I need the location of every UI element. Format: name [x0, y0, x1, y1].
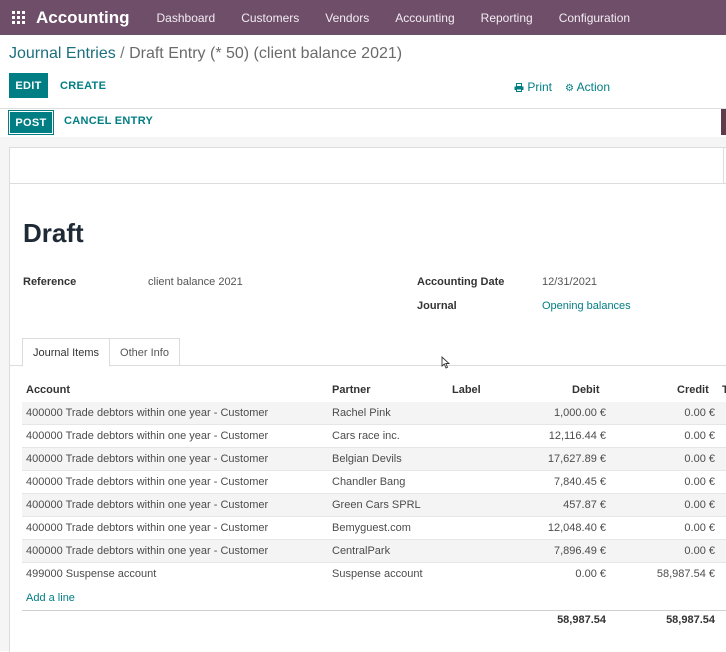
- cell-partner: Chandler Bang: [332, 476, 406, 488]
- cell-account: 499000 Suspense account: [26, 568, 157, 580]
- table-row[interactable]: 400000 Trade debtors within one year - C…: [22, 517, 726, 540]
- column-header-truncated: T: [722, 384, 726, 396]
- status-indicator-edge: [721, 109, 726, 135]
- entry-state-title: Draft: [23, 218, 84, 248]
- cell-debit: 12,116.44 €: [548, 430, 606, 442]
- edit-button[interactable]: EDIT: [9, 73, 48, 98]
- cell-credit: 0.00 €: [684, 430, 715, 442]
- totals-divider: [22, 610, 726, 611]
- table-row[interactable]: 400000 Trade debtors within one year - C…: [22, 494, 726, 517]
- cell-debit: 17,627.89 €: [547, 453, 606, 465]
- nav-vendors[interactable]: Vendors: [325, 10, 370, 25]
- table-row[interactable]: 400000 Trade debtors within one year - C…: [22, 448, 726, 471]
- reference-value: client balance 2021: [148, 276, 243, 288]
- tab-journal-items[interactable]: Journal Items: [22, 338, 110, 367]
- cell-debit: 12,048.40 €: [547, 522, 606, 534]
- cell-partner: Suspense account: [332, 568, 423, 580]
- sheet-header-edge: [723, 147, 724, 183]
- nav-reporting[interactable]: Reporting: [480, 10, 533, 25]
- table-row[interactable]: 400000 Trade debtors within one year - C…: [22, 425, 726, 448]
- breadcrumb-current: Draft Entry (* 50) (client balance 2021): [129, 45, 403, 62]
- cell-account: 400000 Trade debtors within one year - C…: [26, 430, 269, 442]
- cell-partner: CentralPark: [332, 545, 391, 557]
- cell-partner: Bemyguest.com: [332, 522, 411, 534]
- cell-credit: 0.00 €: [684, 453, 715, 465]
- app-brand[interactable]: Accounting: [36, 7, 130, 27]
- cell-credit: 0.00 €: [684, 499, 715, 511]
- cell-debit: 0.00 €: [575, 568, 606, 580]
- cell-credit: 0.00 €: [684, 522, 715, 534]
- column-header-credit[interactable]: Credit: [677, 384, 709, 396]
- column-header-label[interactable]: Label: [452, 384, 481, 396]
- cell-credit: 58,987.54 €: [656, 568, 715, 580]
- cell-debit: 1,000.00 €: [554, 407, 606, 419]
- journal-label: Journal: [417, 300, 457, 312]
- tabs-divider: [9, 365, 726, 366]
- total-debit: 58,987.54: [557, 614, 606, 626]
- column-header-account[interactable]: Account: [26, 384, 70, 396]
- tab-other-info[interactable]: Other Info: [109, 338, 180, 366]
- table-row[interactable]: 400000 Trade debtors within one year - C…: [22, 471, 726, 494]
- accounting-date-label: Accounting Date: [417, 276, 505, 288]
- cell-debit: 7,896.49 €: [554, 545, 606, 557]
- table-row[interactable]: 400000 Trade debtors within one year - C…: [22, 540, 726, 563]
- cell-account: 400000 Trade debtors within one year - C…: [26, 499, 269, 511]
- reference-label: Reference: [23, 276, 77, 288]
- cell-account: 400000 Trade debtors within one year - C…: [26, 522, 269, 534]
- table-row[interactable]: 499000 Suspense account Suspense account…: [22, 563, 726, 586]
- cell-partner: Rachel Pink: [332, 407, 391, 419]
- cancel-entry-button[interactable]: CANCEL ENTRY: [64, 115, 154, 127]
- cell-partner: Belgian Devils: [332, 453, 402, 465]
- breadcrumb-separator: /: [120, 45, 125, 62]
- breadcrumb-parent[interactable]: Journal Entries: [9, 45, 116, 62]
- journal-link[interactable]: Opening balances: [542, 300, 631, 312]
- cell-credit: 0.00 €: [684, 407, 715, 419]
- cell-account: 400000 Trade debtors within one year - C…: [26, 476, 269, 488]
- cell-credit: 0.00 €: [684, 545, 715, 557]
- print-label: Print: [527, 80, 553, 94]
- add-line-link[interactable]: Add a line: [26, 592, 75, 604]
- breadcrumb: Journal Entries / Draft Entry (* 50) (cl…: [9, 45, 402, 63]
- create-button[interactable]: CREATE: [60, 80, 107, 92]
- cell-partner: Green Cars SPRL: [332, 499, 421, 511]
- cell-account: 400000 Trade debtors within one year - C…: [26, 407, 269, 419]
- nav-configuration[interactable]: Configuration: [558, 10, 631, 25]
- post-button[interactable]: POST: [9, 111, 53, 134]
- column-header-debit[interactable]: Debit: [572, 384, 600, 396]
- total-credit: 58,987.54: [666, 614, 715, 626]
- cell-account: 400000 Trade debtors within one year - C…: [26, 545, 269, 557]
- print-icon: [514, 83, 524, 92]
- gear-icon: ⚙: [565, 83, 574, 94]
- cell-partner: Cars race inc.: [332, 430, 400, 442]
- accounting-date-value: 12/31/2021: [542, 276, 598, 288]
- sheet-header-divider: [9, 183, 726, 184]
- column-header-partner[interactable]: Partner: [332, 384, 371, 396]
- action-label: Action: [576, 80, 610, 94]
- cell-account: 400000 Trade debtors within one year - C…: [26, 453, 269, 465]
- cell-credit: 0.00 €: [684, 476, 715, 488]
- nav-dashboard[interactable]: Dashboard: [156, 10, 216, 25]
- mouse-cursor-icon: [441, 356, 450, 369]
- cell-debit: 7,840.45 €: [554, 476, 606, 488]
- action-button[interactable]: ⚙ Action: [565, 80, 610, 94]
- top-navbar: Accounting Dashboard Customers Vendors A…: [0, 0, 726, 35]
- nav-customers[interactable]: Customers: [241, 10, 300, 25]
- cell-debit: 457.87 €: [563, 499, 606, 511]
- table-row[interactable]: 400000 Trade debtors within one year - C…: [22, 402, 726, 425]
- nav-accounting[interactable]: Accounting: [395, 10, 455, 25]
- form-sheet: [9, 147, 726, 652]
- print-button[interactable]: Print: [514, 80, 552, 94]
- apps-menu-icon[interactable]: [0, 0, 36, 35]
